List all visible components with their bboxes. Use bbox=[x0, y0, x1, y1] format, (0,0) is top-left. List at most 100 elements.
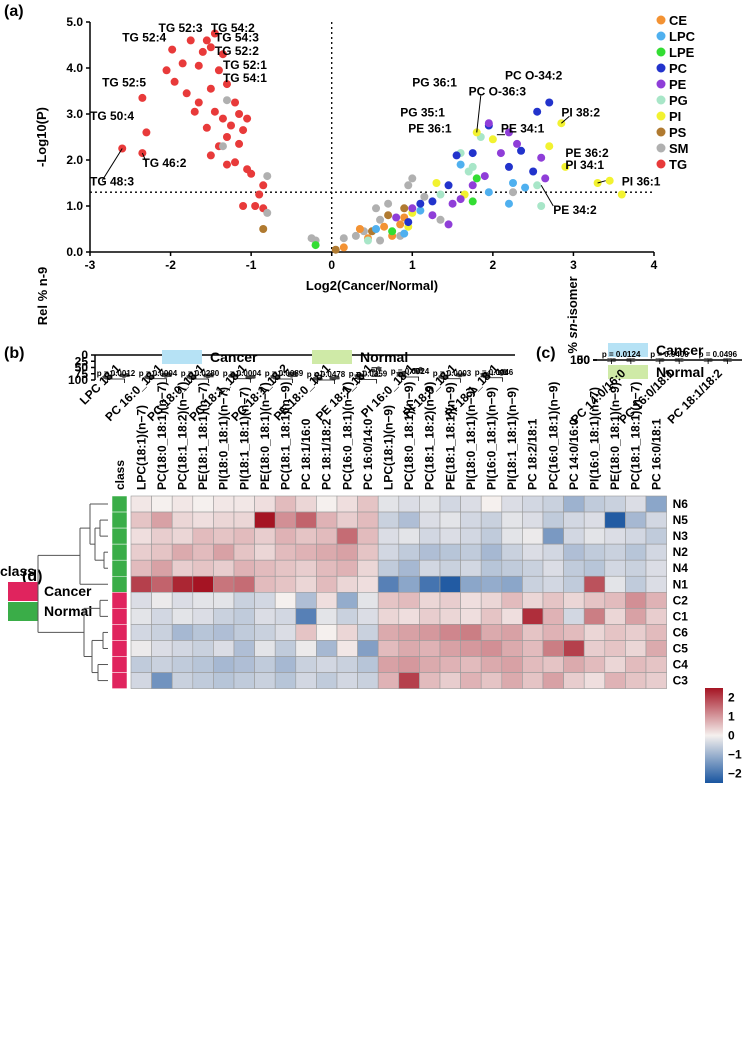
heatmap-column-label: PI(16:0_18:1)(n−9) bbox=[485, 387, 499, 490]
heatmap-cell bbox=[604, 543, 626, 561]
heatmap-cell bbox=[336, 591, 358, 609]
heatmap-cell bbox=[254, 543, 276, 561]
sample-dot bbox=[727, 358, 732, 362]
data-point-ps bbox=[384, 211, 393, 220]
heatmap-cell bbox=[480, 591, 503, 609]
sample-dot bbox=[371, 368, 376, 373]
data-point-tg bbox=[210, 107, 219, 116]
y-tick-label: 4.0 bbox=[66, 61, 83, 75]
data-point-lpc bbox=[509, 179, 517, 187]
heatmap-row-label: C4 bbox=[673, 658, 689, 672]
heatmap-cell bbox=[419, 511, 441, 529]
data-point-ps bbox=[331, 245, 340, 254]
heatmap-row-label: C1 bbox=[673, 609, 689, 623]
data-point-pc bbox=[452, 151, 461, 160]
heatmap-cell bbox=[171, 495, 194, 513]
heatmap-cell bbox=[522, 543, 544, 561]
heatmap-cell bbox=[419, 575, 441, 593]
heatmap-row-label: N4 bbox=[673, 561, 689, 575]
point-annotation: PE 36:1 bbox=[408, 121, 452, 135]
sample-dot bbox=[413, 368, 418, 372]
heatmap-cell bbox=[563, 543, 585, 561]
heatmap-cell bbox=[398, 575, 420, 593]
data-point-pe bbox=[428, 211, 437, 220]
heatmap-cell bbox=[336, 624, 358, 641]
heatmap-cell bbox=[130, 575, 152, 593]
heatmap-column-label: PC 16:0/14:0 bbox=[361, 418, 375, 490]
heatmap-cell bbox=[439, 527, 461, 545]
heatmap-column-label: PC(18:0_18:1)(n−7) bbox=[155, 382, 169, 490]
data-point-tg bbox=[194, 61, 203, 70]
heatmap-cell bbox=[295, 543, 317, 561]
point-annotation: TG 52:5 bbox=[102, 75, 146, 89]
y-axis-title: % sn-isomer bbox=[565, 276, 580, 353]
heatmap-cell bbox=[480, 575, 503, 593]
p-value-bracket bbox=[443, 378, 461, 383]
data-point-tg bbox=[247, 169, 256, 178]
heatmap-cell bbox=[563, 672, 585, 689]
heatmap-cell bbox=[377, 608, 400, 625]
class-legend-label-normal: Normal bbox=[44, 603, 92, 619]
heatmap-cell bbox=[233, 656, 255, 673]
heatmap-cell bbox=[357, 511, 379, 529]
data-point-sm bbox=[263, 172, 272, 181]
heatmap-cell bbox=[522, 656, 544, 673]
data-point-pe bbox=[444, 220, 453, 229]
class-strip-cell bbox=[111, 576, 128, 593]
heatmap-cell bbox=[336, 559, 358, 577]
heatmap-cell bbox=[192, 640, 214, 657]
heatmap-cell bbox=[645, 672, 667, 689]
legend-marker-tg bbox=[656, 159, 666, 169]
p-value-bracket bbox=[659, 359, 680, 364]
heatmap-cell bbox=[213, 640, 235, 657]
heatmap-cell bbox=[233, 575, 255, 593]
legend-marker-ps bbox=[656, 127, 666, 137]
heatmap-cell bbox=[336, 575, 358, 593]
x-tick-label: -2 bbox=[165, 258, 176, 272]
legend-swatch-cancer bbox=[162, 350, 202, 364]
data-point-tg bbox=[206, 151, 215, 160]
heatmap-cell bbox=[645, 608, 667, 625]
heatmap-cell bbox=[171, 608, 194, 625]
heatmap-column-label: PI(16:0_18:1)(n−7) bbox=[588, 387, 602, 490]
data-point-tg bbox=[210, 29, 219, 38]
p-value-label: p = 0.0359 bbox=[349, 370, 388, 379]
heatmap-cell bbox=[377, 624, 400, 641]
sample-dot bbox=[289, 374, 294, 378]
heatmap-cell bbox=[583, 656, 606, 673]
heatmap-cell bbox=[336, 511, 358, 529]
y-tick-label: 75 bbox=[75, 367, 89, 381]
heatmap-cell bbox=[151, 543, 173, 561]
heatmap-cell bbox=[522, 495, 544, 513]
heatmap-cell bbox=[130, 640, 152, 657]
heatmap-cell bbox=[171, 591, 194, 609]
data-point-ce bbox=[355, 225, 364, 233]
p-value-bracket bbox=[401, 376, 419, 381]
heatmap-cell bbox=[625, 591, 647, 609]
class-legend-swatch-normal bbox=[8, 602, 38, 621]
heatmap-cell bbox=[563, 608, 585, 625]
data-point-pi bbox=[605, 176, 614, 185]
data-point-ce bbox=[339, 243, 348, 252]
heatmap-cell bbox=[542, 640, 564, 657]
heatmap-cell bbox=[213, 672, 235, 689]
data-point-pi bbox=[432, 179, 441, 187]
data-point-tg bbox=[218, 50, 227, 59]
data-point-tg bbox=[168, 45, 177, 54]
heatmap-cell bbox=[192, 608, 214, 625]
heatmap-cell bbox=[151, 608, 173, 625]
heatmap-cell bbox=[480, 656, 503, 673]
x-tick-label: 1 bbox=[409, 258, 416, 272]
legend-label-tg: TG bbox=[669, 157, 687, 172]
data-point-sm bbox=[339, 234, 348, 243]
heatmap-cell bbox=[645, 640, 667, 657]
data-point-pg bbox=[363, 236, 372, 245]
colorbar-tick-label: −1 bbox=[728, 748, 742, 762]
heatmap-cell bbox=[398, 511, 420, 529]
sample-dot bbox=[376, 366, 381, 370]
class-strip-cell bbox=[111, 543, 128, 561]
heatmap-cell bbox=[377, 495, 400, 513]
heatmap-cell bbox=[583, 511, 606, 529]
heatmap-cell bbox=[233, 672, 255, 689]
data-point-tg bbox=[162, 66, 171, 75]
